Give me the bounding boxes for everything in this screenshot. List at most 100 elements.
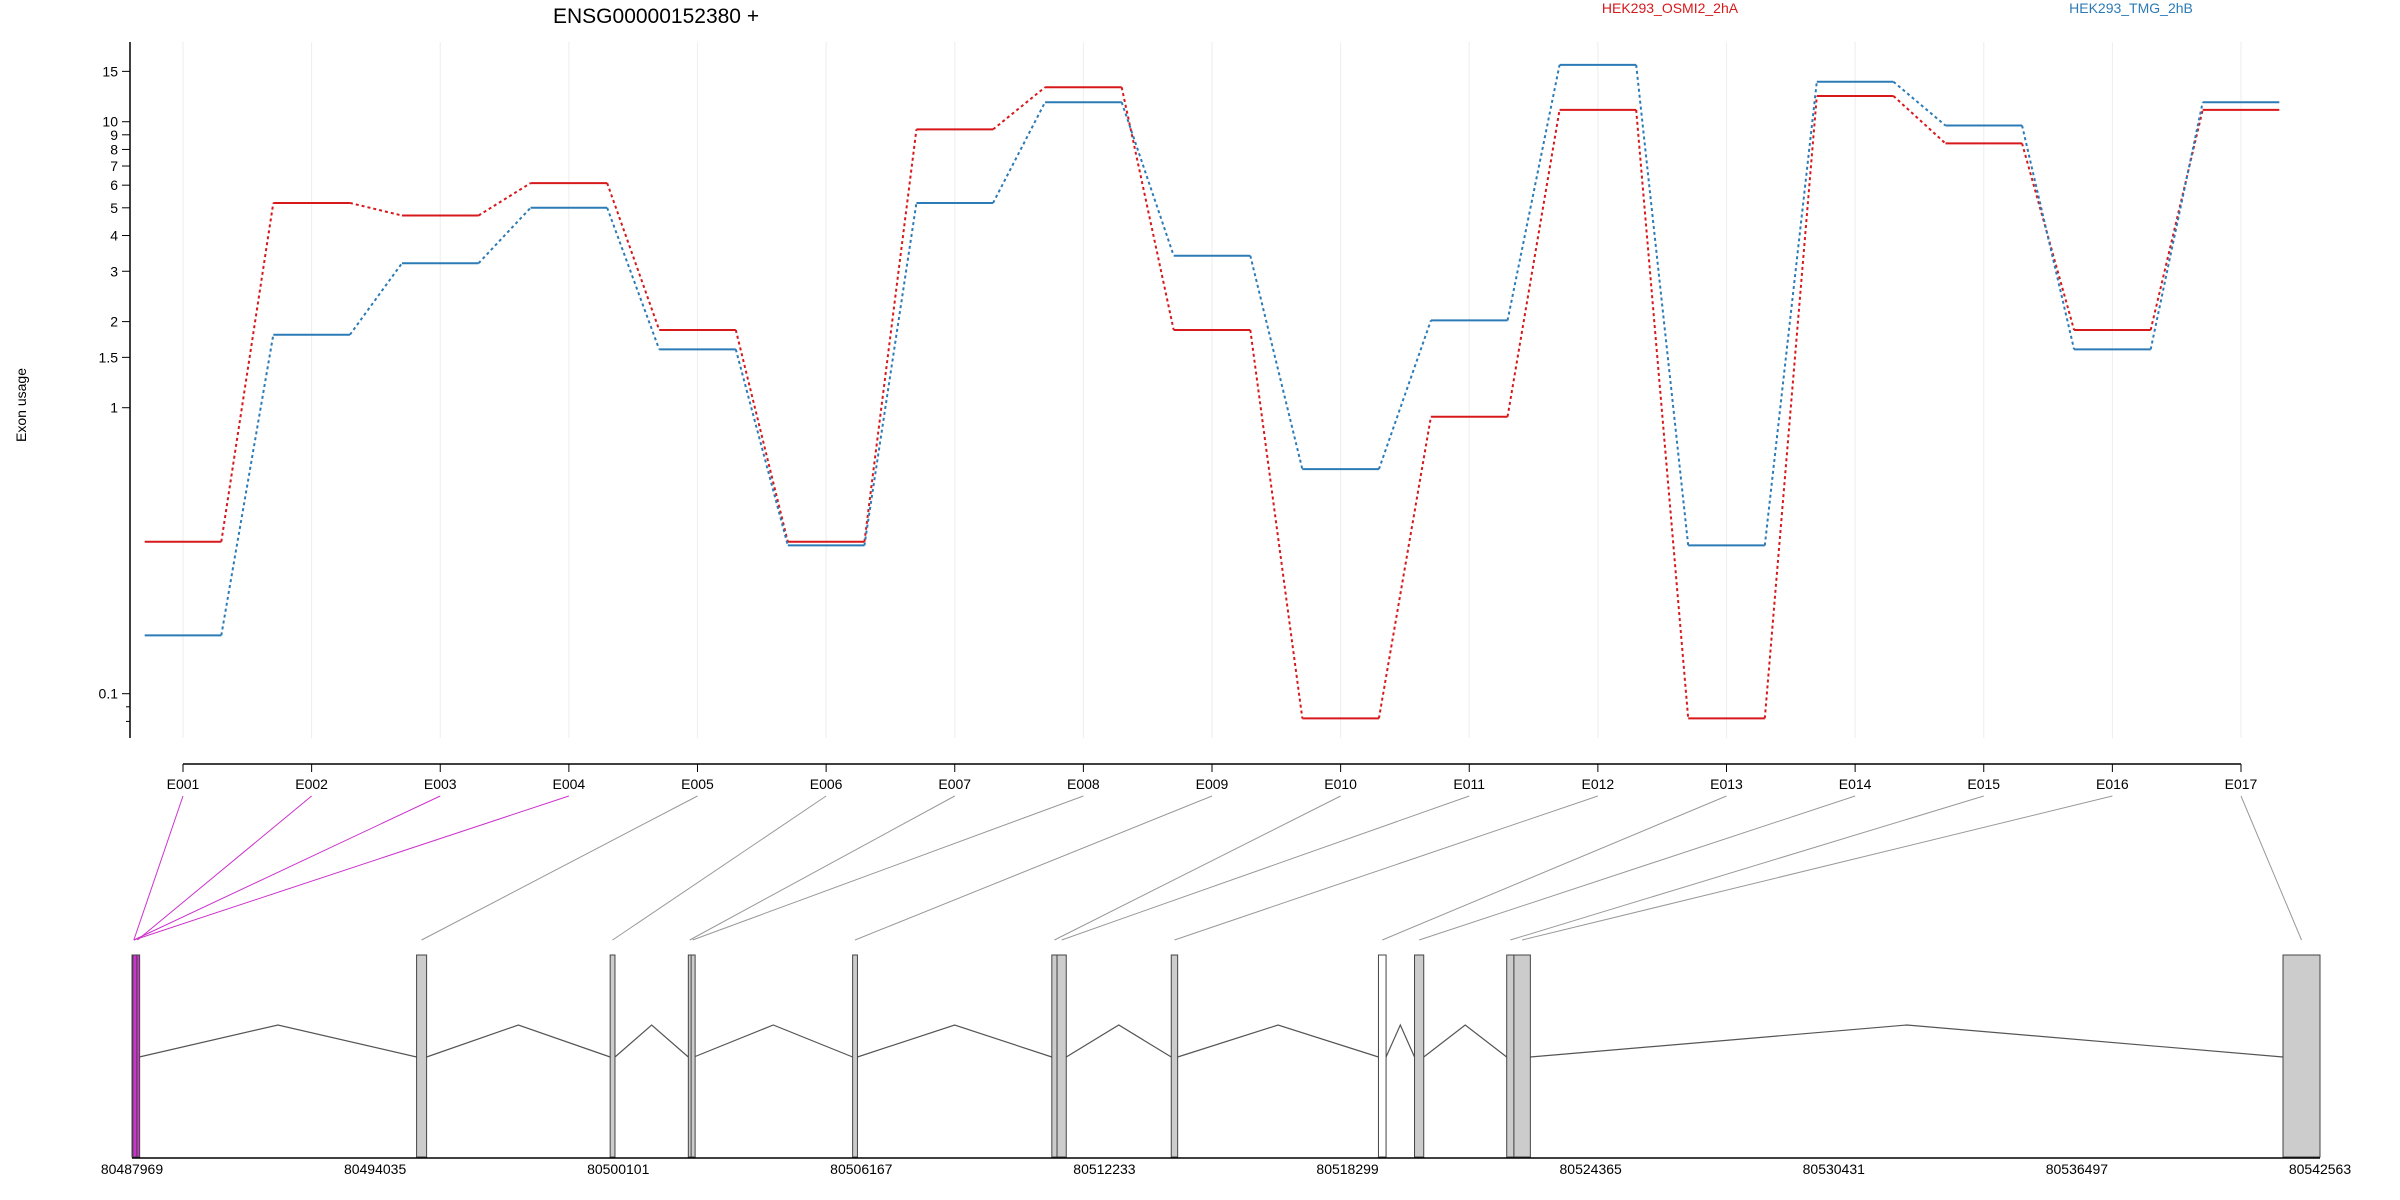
series-connector xyxy=(1377,416,1432,719)
y-tick-label: 3 xyxy=(110,263,118,279)
series-1 xyxy=(144,86,2280,720)
exon-box-E006 xyxy=(609,954,616,1158)
x-tick-label-E013: E013 xyxy=(1710,776,1743,792)
series-connector xyxy=(1249,255,1304,470)
connector-E015 xyxy=(1510,795,1984,941)
connector-E012 xyxy=(1174,795,1599,941)
series-connector xyxy=(1120,101,1175,257)
series-connector xyxy=(220,334,275,636)
legend-entry-tmg: HEK293_TMG_2hB xyxy=(2069,0,2193,16)
connector-E007 xyxy=(689,795,955,941)
connector-E017 xyxy=(2240,795,2302,941)
connector-E005 xyxy=(421,795,698,941)
intron-arc xyxy=(426,1024,611,1058)
genomic-coordinate-axis: 80487969 80494035 80500101 80506167 80512233… xyxy=(101,1157,2352,1177)
y-tick-label: 5 xyxy=(110,200,118,216)
series-connector xyxy=(478,182,532,217)
series-connector xyxy=(1120,87,1175,331)
intron-arc xyxy=(1423,1024,1508,1058)
exon-box-E004 xyxy=(132,954,138,1158)
x-axis: E001 E002 E003 E004 E005 E006 E007 E008 E009 E010… xyxy=(167,763,2258,792)
exon-connector-lines xyxy=(133,795,2302,941)
coord-tick-label: 80536497 xyxy=(2046,1161,2109,1177)
series-connector xyxy=(1635,64,1690,546)
coord-tick-label: 80518299 xyxy=(1316,1161,1379,1177)
series-connector xyxy=(349,201,403,217)
x-tick-label-E014: E014 xyxy=(1839,776,1872,792)
exon-box-E016 xyxy=(1513,954,1531,1158)
gene-model xyxy=(131,954,2321,1158)
series-connector xyxy=(1377,320,1432,470)
series-connector xyxy=(1763,81,1818,546)
connector-E013 xyxy=(1382,795,1727,941)
series-connector xyxy=(863,202,918,546)
connector-E004 xyxy=(133,795,570,941)
y-tick-label: 9 xyxy=(110,127,118,143)
coord-tick-label: 80524365 xyxy=(1560,1161,1623,1177)
coord-tick-label: 80512233 xyxy=(1073,1161,1136,1177)
y-tick-label: 8 xyxy=(110,141,118,157)
series-connector xyxy=(606,207,661,350)
series-connector xyxy=(2021,125,2076,350)
intron-arc xyxy=(1530,1024,2284,1058)
exon-box-E013 xyxy=(1377,954,1387,1158)
y-tick-label: 1 xyxy=(110,400,118,416)
coord-tick-label: 80542563 xyxy=(2289,1161,2352,1177)
x-tick-label-E011: E011 xyxy=(1453,776,1485,792)
y-tick-label: 15 xyxy=(102,63,118,79)
chart-title: ENSG00000152380 + xyxy=(553,5,759,28)
exon-box-E017 xyxy=(2282,954,2321,1158)
exon-box-E014 xyxy=(1414,954,1425,1158)
coord-tick-label: 80506167 xyxy=(830,1161,893,1177)
series-connector xyxy=(220,202,275,542)
exon-box-E009 xyxy=(852,954,858,1158)
x-tick-label-E006: E006 xyxy=(810,776,843,792)
connector-E006 xyxy=(612,795,827,941)
intron-arc xyxy=(1385,1023,1416,1058)
y-tick-label: 6 xyxy=(110,177,118,193)
exon-box-E005 xyxy=(416,954,428,1158)
exon-box-E015 xyxy=(1506,954,1515,1158)
x-tick-label-E016: E016 xyxy=(2096,776,2129,792)
gridlines xyxy=(182,42,2242,738)
exon-box-E012 xyxy=(1170,954,1179,1158)
series-connector xyxy=(734,329,789,542)
series-2 xyxy=(144,63,2280,637)
series-connector xyxy=(734,349,789,546)
connector-E011 xyxy=(1061,795,1470,941)
series-connector xyxy=(1763,95,1818,719)
series-connector xyxy=(2149,109,2204,331)
intron-arc xyxy=(1177,1024,1379,1058)
intron-arc xyxy=(139,1024,417,1058)
series-connector xyxy=(992,86,1046,131)
y-tick-label: 2 xyxy=(110,314,118,330)
x-tick-label-E003: E003 xyxy=(424,776,457,792)
series-connector xyxy=(2149,102,2204,350)
x-tick-label-E012: E012 xyxy=(1582,776,1615,792)
series-connector xyxy=(1506,109,1561,417)
coord-tick-label: 80500101 xyxy=(587,1161,650,1177)
connector-E001 xyxy=(133,795,184,941)
y-tick-label: 1.5 xyxy=(99,349,119,365)
series-connector xyxy=(1892,95,1947,145)
x-tick-label-E004: E004 xyxy=(553,776,586,792)
intron-arc xyxy=(1065,1024,1172,1058)
connector-E008 xyxy=(692,795,1084,941)
exon-box-E008 xyxy=(690,954,696,1158)
series-connector xyxy=(349,262,403,336)
x-tick-label-E007: E007 xyxy=(938,776,971,792)
intron-arc xyxy=(614,1024,689,1058)
y-tick-label: 0.1 xyxy=(99,686,119,702)
connector-E002 xyxy=(137,795,312,941)
series-connector xyxy=(1635,109,1690,719)
x-tick-label-E009: E009 xyxy=(1196,776,1229,792)
series-connector xyxy=(606,182,661,331)
y-tick-label: 10 xyxy=(102,114,118,130)
series-connector xyxy=(1892,80,1947,127)
x-tick-label-E015: E015 xyxy=(1967,776,2000,792)
connector-E016 xyxy=(1522,795,2113,941)
legend-entry-osmi: HEK293_OSMI2_2hA xyxy=(1602,0,1739,16)
intron-arc xyxy=(857,1024,1053,1058)
